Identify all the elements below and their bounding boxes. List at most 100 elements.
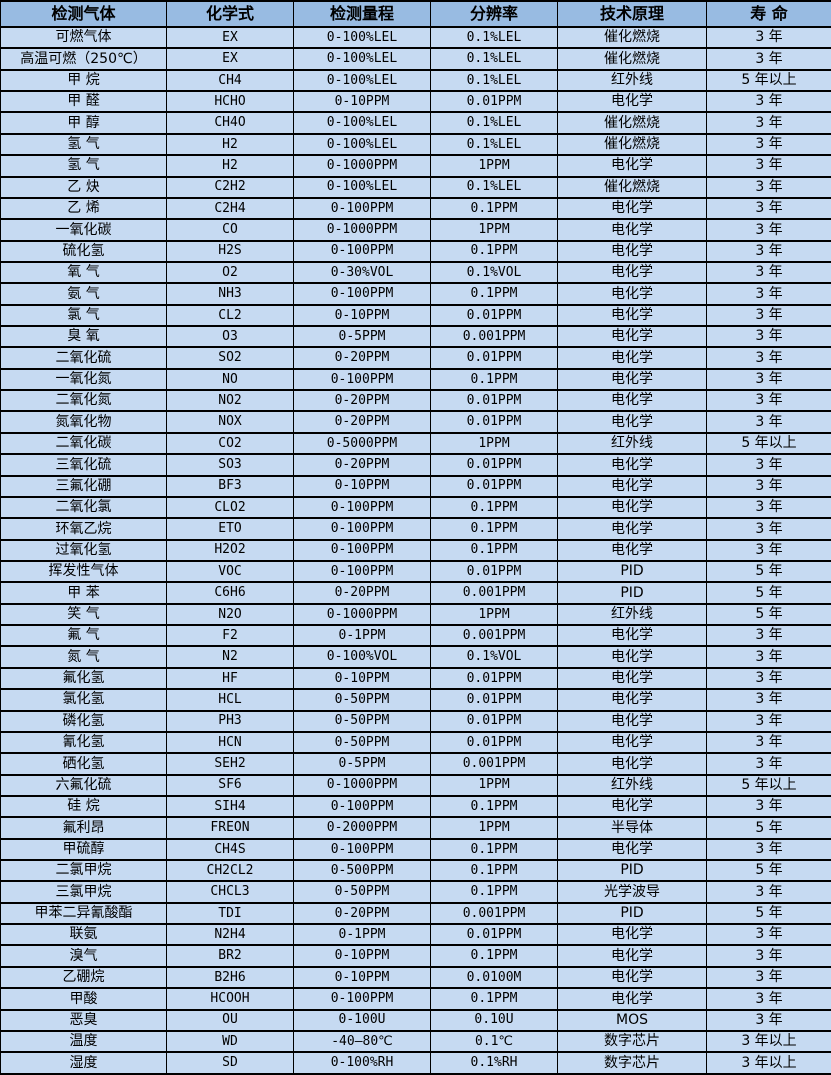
cell-resolution: 0.01PPM <box>430 666 558 691</box>
cell-detection-range: 0-20PPM <box>293 453 431 477</box>
cell-lifespan: 5 年以上 <box>706 431 831 456</box>
cell-lifespan: 5 年以上 <box>706 68 831 93</box>
cell-lifespan: 3 年 <box>706 730 831 755</box>
cell-gas-name: 二氧化硫 <box>0 346 167 370</box>
header-gas-name: 检测气体 <box>0 0 167 28</box>
table-row: 湿度 SD 0-100%RH 0.1%RH 数字芯片 3 年以上 <box>0 1051 831 1075</box>
cell-lifespan: 3 年 <box>706 837 831 862</box>
cell-chemical-formula: NH3 <box>166 282 294 306</box>
cell-gas-name: 氰化氢 <box>0 730 167 755</box>
cell-detection-range: 0-20PPM <box>293 410 431 434</box>
table-row: 三氧化硫 SO3 0-20PPM 0.01PPM 电化学 3 年 <box>0 453 831 477</box>
cell-resolution: 0.001PPM <box>430 581 558 605</box>
cell-gas-name: 氮氧化物 <box>0 410 167 434</box>
table-row: 氮氧化物 NOX 0-20PPM 0.01PPM 电化学 3 年 <box>0 410 831 434</box>
cell-gas-name: 三氧化硫 <box>0 453 167 477</box>
cell-technology: 催化燃烧 <box>557 175 707 199</box>
cell-resolution: 0.01PPM <box>430 709 558 733</box>
cell-resolution: 0.01PPM <box>430 303 558 328</box>
cell-detection-range: 0-100PPM <box>293 367 431 392</box>
table-row: 温度 WD -40—80℃ 0.1℃ 数字芯片 3 年以上 <box>0 1029 831 1054</box>
cell-gas-name: 氢 气 <box>0 132 167 157</box>
table-row: 硫化氢 H2S 0-100PPM 0.1PPM 电化学 3 年 <box>0 239 831 263</box>
cell-lifespan: 3 年 <box>706 239 831 263</box>
table-row: 氟利昂 FREON 0-2000PPM 1PPM 半导体 5 年 <box>0 816 831 840</box>
cell-gas-name: 二氯甲烷 <box>0 858 167 883</box>
cell-detection-range: 0-100%LEL <box>293 47 431 71</box>
cell-resolution: 0.1%LEL <box>430 132 558 157</box>
cell-technology: 半导体 <box>557 816 707 840</box>
cell-technology: 电化学 <box>557 495 707 520</box>
cell-lifespan: 3 年 <box>706 154 831 178</box>
cell-chemical-formula: SF6 <box>166 773 294 797</box>
cell-resolution: 0.10U <box>430 1008 558 1032</box>
table-row: 一氧化碳 CO 0-1000PPM 1PPM 电化学 3 年 <box>0 218 831 242</box>
table-row: 硅 烷 SIH4 0-100PPM 0.1PPM 电化学 3 年 <box>0 794 831 819</box>
cell-technology: 电化学 <box>557 730 707 755</box>
cell-chemical-formula: BR2 <box>166 944 294 968</box>
cell-gas-name: 乙 炔 <box>0 175 167 199</box>
cell-detection-range: 0-1000PPM <box>293 773 431 797</box>
cell-gas-name: 三氯甲烷 <box>0 880 167 904</box>
cell-lifespan: 3 年 <box>706 880 831 904</box>
header-chemical-formula: 化学式 <box>166 0 294 28</box>
cell-resolution: 0.01PPM <box>430 453 558 477</box>
cell-detection-range: 0-100PPM <box>293 517 431 541</box>
cell-detection-range: 0-5PPM <box>293 325 431 349</box>
cell-detection-range: 0-500PPM <box>293 858 431 883</box>
cell-lifespan: 3 年 <box>706 47 831 71</box>
cell-technology: 电化学 <box>557 325 707 349</box>
cell-gas-name: 笑 气 <box>0 602 167 627</box>
cell-resolution: 0.001PPM <box>430 624 558 648</box>
table-row: 二氧化氯 CLO2 0-100PPM 0.1PPM 电化学 3 年 <box>0 495 831 520</box>
table-row: 氢 气 H2 0-1000PPM 1PPM 电化学 3 年 <box>0 154 831 178</box>
cell-detection-range: 0-100%LEL <box>293 68 431 93</box>
cell-gas-name: 二氧化氯 <box>0 495 167 520</box>
cell-chemical-formula: SO2 <box>166 346 294 370</box>
header-detection-range: 检测量程 <box>293 0 431 28</box>
cell-detection-range: 0-5PPM <box>293 752 431 776</box>
table-body: 可燃气体 EX 0-100%LEL 0.1%LEL 催化燃烧 3 年高温可燃（250℃） E… <box>0 25 831 1075</box>
cell-resolution: 0.01PPM <box>430 346 558 370</box>
table-row: 氯 气 CL2 0-10PPM 0.01PPM 电化学 3 年 <box>0 303 831 328</box>
table-row: 笑 气 N2O 0-1000PPM 1PPM 红外线 5 年 <box>0 602 831 627</box>
cell-lifespan: 3 年 <box>706 303 831 328</box>
cell-lifespan: 3 年 <box>706 794 831 819</box>
cell-lifespan: 3 年 <box>706 132 831 157</box>
cell-detection-range: 0-50PPM <box>293 880 431 904</box>
cell-lifespan: 5 年 <box>706 901 831 926</box>
cell-resolution: 0.1%LEL <box>430 68 558 93</box>
cell-gas-name: 溴气 <box>0 944 167 968</box>
cell-chemical-formula: HCN <box>166 730 294 755</box>
cell-detection-range: 0-100PPM <box>293 837 431 862</box>
cell-detection-range: 0-100PPM <box>293 559 431 584</box>
cell-gas-name: 温度 <box>0 1029 167 1054</box>
table-row: 二氧化碳 CO2 0-5000PPM 1PPM 红外线 5 年以上 <box>0 431 831 456</box>
cell-chemical-formula: N2H4 <box>166 923 294 947</box>
cell-resolution: 0.01PPM <box>430 410 558 434</box>
cell-lifespan: 5 年 <box>706 581 831 605</box>
table-row: 甲 醇 CH4O 0-100%LEL 0.1%LEL 催化燃烧 3 年 <box>0 111 831 135</box>
cell-chemical-formula: NO <box>166 367 294 392</box>
table-row: 氢 气 H2 0-100%LEL 0.1%LEL 催化燃烧 3 年 <box>0 132 831 157</box>
cell-lifespan: 3 年 <box>706 410 831 434</box>
cell-chemical-formula: EX <box>166 25 294 50</box>
cell-technology: 电化学 <box>557 367 707 392</box>
cell-lifespan: 3 年 <box>706 389 831 413</box>
cell-technology: 催化燃烧 <box>557 47 707 71</box>
cell-lifespan: 3 年 <box>706 624 831 648</box>
cell-gas-name: 六氟化硫 <box>0 773 167 797</box>
cell-technology: 电化学 <box>557 196 707 221</box>
cell-chemical-formula: HCHO <box>166 90 294 114</box>
cell-chemical-formula: CO <box>166 218 294 242</box>
cell-lifespan: 3 年 <box>706 260 831 285</box>
cell-chemical-formula: FREON <box>166 816 294 840</box>
table-row: 恶臭 OU 0-100U 0.10U MOS 3 年 <box>0 1008 831 1032</box>
cell-gas-name: 硫化氢 <box>0 239 167 263</box>
cell-gas-name: 乙 烯 <box>0 196 167 221</box>
cell-gas-name: 高温可燃（250℃） <box>0 47 167 71</box>
cell-gas-name: 甲 苯 <box>0 581 167 605</box>
cell-chemical-formula: CH4S <box>166 837 294 862</box>
cell-technology: PID <box>557 901 707 926</box>
cell-detection-range: 0-10PPM <box>293 474 431 498</box>
